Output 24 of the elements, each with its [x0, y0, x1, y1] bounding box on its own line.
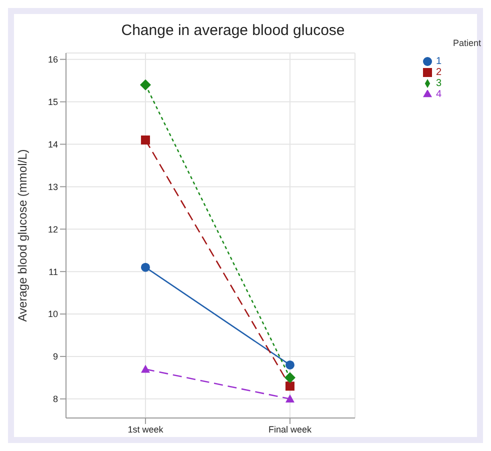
point	[140, 136, 150, 145]
y-tick-label: 10	[48, 309, 58, 320]
y-tick-label: 15	[48, 97, 58, 108]
point	[284, 372, 296, 384]
point	[285, 360, 294, 370]
y-tick-label: 8	[52, 394, 58, 404]
y-tick-label: 13	[48, 182, 58, 192]
x-tick-label: 1st week	[128, 424, 164, 434]
legend-title: Patient	[452, 38, 481, 48]
legend-label: 2	[436, 67, 442, 78]
point	[285, 382, 294, 391]
point	[140, 79, 151, 90]
y-axis-title: Average blood glucose (mmol/L)	[15, 149, 30, 322]
point	[140, 262, 150, 272]
x-tick-label: Final week	[268, 424, 312, 434]
y-tick-label: 9	[52, 352, 58, 362]
y-tick-label: 11	[48, 266, 58, 277]
chart-title: Change in average blood glucose	[120, 22, 346, 39]
legend-label: 4	[436, 89, 442, 100]
y-tick-label: 12	[48, 224, 58, 234]
legend-label: 1	[436, 56, 442, 67]
legend-label: 3	[436, 78, 442, 89]
y-tick-label: 16	[48, 54, 58, 65]
y-tick-label: 14	[48, 139, 58, 150]
